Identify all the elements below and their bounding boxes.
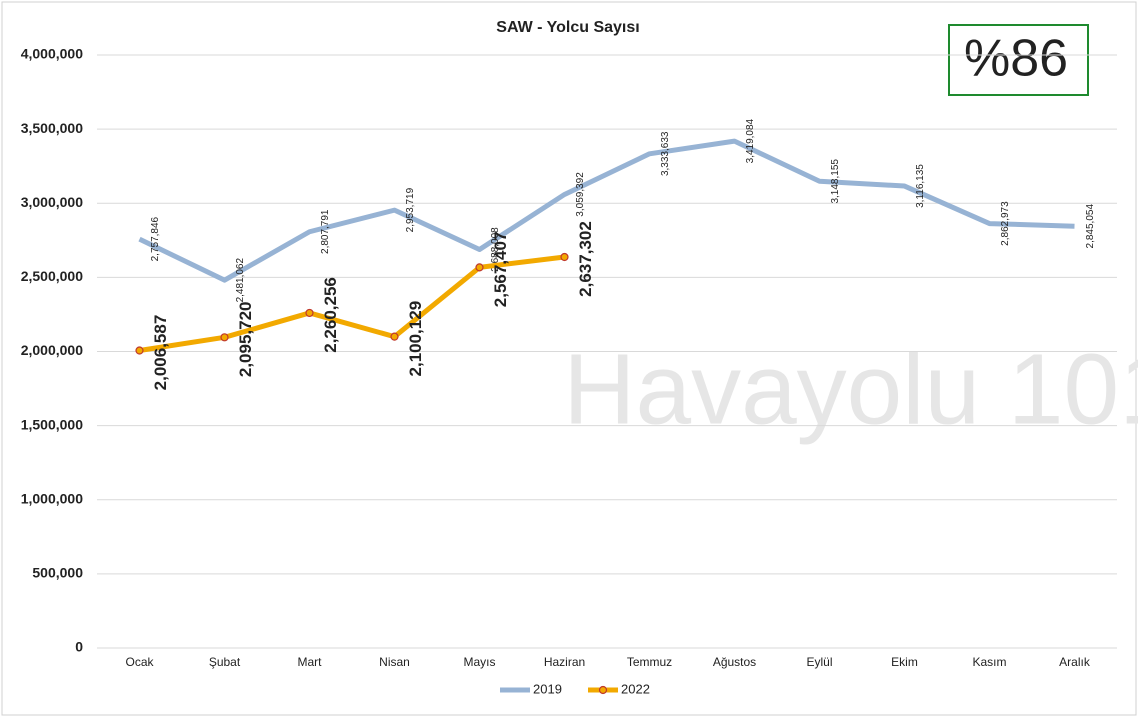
series-line xyxy=(138,138,1075,283)
data-label: 2,095,720 xyxy=(236,301,255,377)
data-label: 2,862,973 xyxy=(1000,201,1011,246)
x-tick-label: Ocak xyxy=(125,655,154,669)
data-label: 2,688,008 xyxy=(490,227,501,272)
legend-marker xyxy=(598,685,608,695)
y-tick-label: 2,500,000 xyxy=(21,268,83,284)
x-tick-label: Haziran xyxy=(544,655,585,669)
data-label: 2,100,129 xyxy=(406,301,425,377)
data-label: 3,333,633 xyxy=(660,131,671,176)
legend-label: 2022 xyxy=(621,681,650,696)
y-tick-label: 4,000,000 xyxy=(21,46,83,62)
marker xyxy=(305,308,314,318)
data-label: 2,807,791 xyxy=(320,209,331,254)
data-label: 3,059,392 xyxy=(575,172,586,217)
data-label: 2,567,407 xyxy=(491,232,510,308)
data-label: 2,845,054 xyxy=(1085,204,1096,249)
y-tick-label: 1,500,000 xyxy=(21,416,83,432)
x-tick-label: Ağustos xyxy=(713,655,756,669)
x-tick-label: Şubat xyxy=(209,655,241,669)
x-tick-label: Kasım xyxy=(972,655,1006,669)
y-tick-label: 0 xyxy=(75,639,83,655)
data-label: 2,637,302 xyxy=(576,221,595,297)
marker xyxy=(390,332,399,341)
x-tick-label: Ekim xyxy=(891,655,918,669)
marker xyxy=(560,252,569,262)
x-tick-label: Nisan xyxy=(379,655,410,669)
x-tick-label: Temmuz xyxy=(627,655,672,669)
data-label: 2,260,256 xyxy=(321,277,340,353)
y-tick-label: 1,000,000 xyxy=(21,490,83,506)
series-line xyxy=(139,254,565,353)
legend-label: 2019 xyxy=(533,681,562,696)
y-tick-label: 2,000,000 xyxy=(21,342,83,358)
chart-title: SAW - Yolcu Sayısı xyxy=(496,19,639,36)
y-tick-label: 3,500,000 xyxy=(21,120,83,136)
x-tick-label: Mayıs xyxy=(463,655,495,669)
y-tick-label: 3,000,000 xyxy=(21,194,83,210)
data-label: 3,419,084 xyxy=(745,118,756,163)
annotation: %86 xyxy=(964,30,1068,88)
x-tick-label: Eylül xyxy=(806,655,832,669)
data-label: 2,006,587 xyxy=(151,315,170,391)
data-label: 2,481,062 xyxy=(235,258,246,303)
data-label: 3,116,135 xyxy=(915,164,926,208)
data-label: 2,953,719 xyxy=(405,187,416,232)
watermark: Havayolu 101 xyxy=(563,333,1138,445)
marker xyxy=(135,346,144,355)
data-label: 3,148,155 xyxy=(830,159,841,204)
y-tick-label: 500,000 xyxy=(32,565,83,581)
marker xyxy=(220,333,229,342)
data-label: 2,757,846 xyxy=(150,216,161,261)
marker xyxy=(475,263,484,272)
x-tick-label: Aralık xyxy=(1059,655,1091,669)
annotation-box xyxy=(948,24,1089,96)
x-tick-label: Mart xyxy=(298,655,323,669)
